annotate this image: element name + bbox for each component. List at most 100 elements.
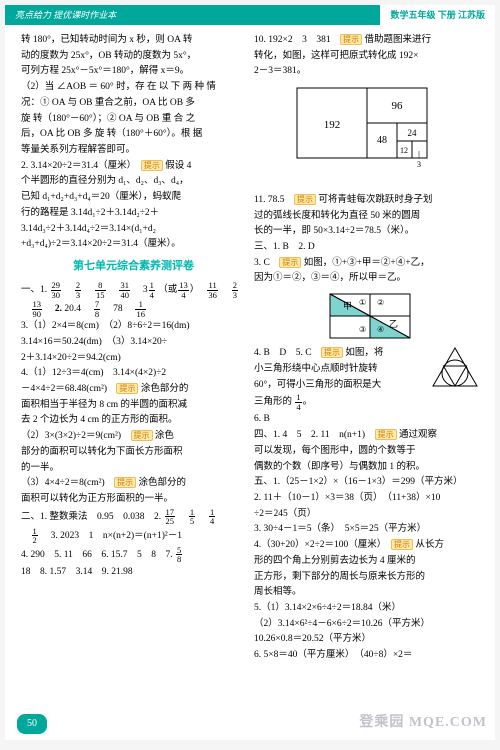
- r3-4a-text: 4. B D 5. C: [254, 348, 321, 358]
- diagram-triangle: [431, 346, 479, 396]
- q1-label: 一、1.: [21, 285, 50, 295]
- hint-badge: 提示: [131, 430, 153, 441]
- r3-3a: 3. C 提示 如图，①+③+甲＝②+④+乙，: [254, 256, 479, 271]
- p2-l4: 3.14d₃÷2＋3.14d₄÷2＝3.14×(d₁+d₂: [21, 222, 246, 237]
- d2-3: ③: [359, 325, 366, 334]
- hint-badge: 提示: [294, 194, 316, 205]
- q4-l2-0: 涂色: [153, 431, 174, 441]
- r3-4c: 三角形的 14。: [254, 393, 479, 411]
- p2-head: 2. 3.14×20÷2＝31.4（厘米） 提示 假设 4: [21, 159, 246, 174]
- d1-48: 48: [377, 135, 387, 146]
- hint-badge: 提示: [340, 34, 362, 45]
- r5-4b-0: 从长方: [413, 540, 444, 550]
- page: 亮点给力 提优课时作业本 数学五年级 下册 江苏版 转 180°，已知转动时间为…: [5, 5, 495, 740]
- p1-l3: （2）当 ∠AOB ＝ 60° 时，存 在 以 下 两 种 情: [21, 80, 246, 95]
- p1-l6: 后，OA 比 OB 多 旋 转（180°＋60°）。根 据: [21, 127, 246, 142]
- r4-1b-1: 可以发现，每个图形中，圆的个数等于: [254, 444, 479, 459]
- q4-l3-1: 面积可以转化为正方形面积的一半。: [21, 492, 246, 507]
- d1-96: 96: [391, 100, 403, 112]
- d1-192: 192: [323, 119, 340, 131]
- q1-2: 2.: [55, 304, 62, 314]
- r5-5-3: 6. 5×8＝40（平方厘米） （40÷8）×2＝: [254, 648, 479, 663]
- q4-l3-0: 涂色部分的: [136, 478, 186, 488]
- q4-l2-3t: （3）4×4÷2＝8(cm²): [21, 478, 114, 488]
- p2-l0: 假设 4: [163, 161, 192, 171]
- q4-l0: 涂色部分的: [138, 384, 188, 394]
- hint-badge: 提示: [116, 383, 138, 394]
- frac: 1725: [165, 508, 176, 526]
- q4-l1: 面积相当于半径为 8 cm 的半圆的面积减: [21, 398, 246, 413]
- d2-4: ④: [377, 325, 384, 334]
- header-right: 数学五年级 下册 江苏版: [380, 5, 495, 25]
- r5-l2: ÷2＝245（页）: [254, 507, 479, 522]
- frac: 14: [149, 281, 155, 299]
- q3-l0: 3.（1）2×4＝8(cm) （2）8÷6÷2＝16(dm): [21, 319, 246, 334]
- q4-a: 4.（1）12÷3＝4(cm) 3.14×(4×2)÷2: [21, 366, 246, 381]
- d1-12: 12: [400, 146, 408, 155]
- q3b-text: 4. 290 5. 11 66 6. 15.7 5 8 7.: [21, 550, 175, 560]
- p2-l2: 已知 d₁+d₂+d₃+d₄＝20（厘米），蚂蚁爬: [21, 190, 246, 205]
- frac: 134: [178, 281, 189, 299]
- frac: 58: [176, 546, 182, 564]
- p1-l2: 可列方程 25x°－5x°＝180°，解得 x＝9。: [21, 64, 246, 79]
- frac: 14: [209, 508, 215, 526]
- p2-l3: 行的路程是 3.14d₁÷2＋3.14d₂÷2＋: [21, 206, 246, 221]
- r4-1b-0: 通过观察: [397, 430, 437, 440]
- q4-l3t: （2）3×(3×2)÷2＝9(cm²): [21, 431, 131, 441]
- q4-l2-2: 的一半。: [21, 461, 246, 476]
- p2-l1: 个半圆形的直径分别为 d₁、d₂、d₃、d₄，: [21, 174, 246, 189]
- hint-badge: 提示: [114, 477, 136, 488]
- q1-row1: 一、1. 2930 23 815 3140 314 （或134） 1136 23: [21, 281, 246, 299]
- q4-b: －4×4÷2＝68.48(cm²) 提示 涂色部分的: [21, 382, 246, 397]
- q1-or-close: ）: [190, 285, 195, 295]
- p1-l5: 旋 转（180°－60°）；② OA 与 OB 重 合 之: [21, 112, 246, 127]
- r10a-text: 10. 192×2 3 381: [254, 35, 340, 45]
- q4-l2-3: （3）4×4÷2＝8(cm²) 提示 涂色部分的: [21, 476, 246, 491]
- header-bar: 亮点给力 提优课时作业本 数学五年级 下册 江苏版: [5, 5, 495, 25]
- r11b-2: 长的一半，即 50×3.14÷2＝78.5（米）。: [254, 224, 479, 239]
- frac: 1136: [207, 281, 218, 299]
- q2-row2b: 3. 2023 1 n×(n+2)＝(n+1)²－1: [41, 531, 182, 541]
- q1-78: 78: [113, 304, 123, 314]
- r5-5-2: 10.26×0.8＝20.52（平方米）: [254, 632, 479, 647]
- q4-l2-1: 部分的面积可以转化为下面长方形面积: [21, 445, 246, 460]
- r5-4b-1: 形的四个角上分别剪去边长为 4 厘米的: [254, 554, 479, 569]
- p2-head-text: 2. 3.14×20÷2＝31.4（厘米）: [21, 161, 141, 171]
- r5-l1: 2. 11＋（10－1）×3＝38（页） （11+38）×10: [254, 491, 479, 506]
- q1-row2: 1390 2. 20.4 78 78 116: [21, 300, 246, 318]
- r10b-2: 2－3＝381。: [254, 64, 479, 79]
- frac: 23: [75, 281, 81, 299]
- r5-5-0: 5.（1）3.14×2×6÷4÷2＝18.84（米）: [254, 601, 479, 616]
- q3c: 18 8. 1.57 3.14 9. 21.98: [21, 565, 246, 580]
- q3-l2: 2＋3.14×20÷2＝94.2(cm): [21, 351, 246, 366]
- content: 转 180°，已知转动时间为 x 秒，则 OA 转 动的度数为 25x°，OB …: [5, 25, 495, 672]
- d2-jia: 甲: [343, 301, 352, 311]
- frac: 23: [232, 281, 238, 299]
- right-column: 10. 192×2 3 381 提示 借助题图来进行 转化，如图，这样可把原式转…: [250, 33, 483, 664]
- d1-3: 3: [417, 160, 421, 169]
- p1-l1: 动的度数为 25x°，OB 转动的度数为 5x°，: [21, 49, 246, 64]
- q3b: 4. 290 5. 11 66 6. 15.7 5 8 7. 58: [21, 546, 246, 564]
- r5-4b-3: 周长相等。: [254, 585, 479, 600]
- p1-l4: 况：① OA 与 OB 重合之前，OA 比 OB 多: [21, 96, 246, 111]
- r4-1-text: 四、1. 4 5 2. 11 n(n+1): [254, 430, 375, 440]
- watermark: 登乘园 MQE.COM: [359, 712, 487, 734]
- diagram-jiayi-wrap: 甲 ① ② ③ ④ 乙: [254, 289, 479, 343]
- p1-l7: 等量关系列方程解答即可。: [21, 143, 246, 158]
- frac: 1390: [32, 300, 43, 318]
- q1-204: 20.4: [64, 304, 81, 314]
- diagram-squares: 192 96 48 24 12 3: [292, 83, 442, 189]
- q4-l3: （2）3×(3×2)÷2＝9(cm²) 提示 涂色: [21, 429, 246, 444]
- r3-4c-pre: 三角形的: [254, 398, 294, 408]
- q4-b-text: －4×4÷2＝68.48(cm²): [21, 384, 116, 394]
- r3-3a-text: 3. C: [254, 258, 279, 268]
- frac: 12: [32, 527, 38, 545]
- r5-4b-2: 正方形，剩下部分的周长与原来长方形的: [254, 570, 479, 585]
- d2-1: ①: [359, 298, 366, 307]
- r11a-text: 11. 78.5: [254, 195, 294, 205]
- diagram-jiayi: 甲 ① ② ③ ④ 乙: [325, 289, 415, 343]
- d2-yi: 乙: [389, 319, 398, 329]
- r3-1: 三、1. B 2. D: [254, 240, 479, 255]
- r10-a: 10. 192×2 3 381 提示 借助题图来进行: [254, 33, 479, 48]
- frac: 14: [295, 393, 301, 411]
